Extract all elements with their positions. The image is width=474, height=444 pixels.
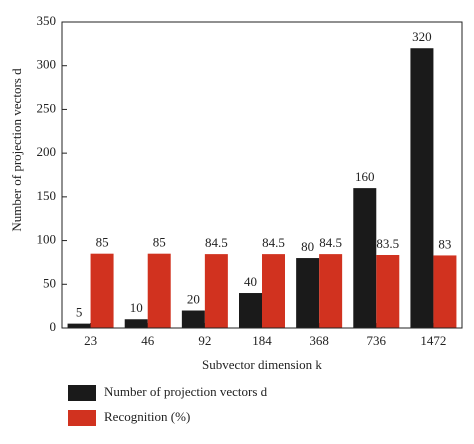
y-tick-label: 250: [37, 100, 57, 115]
x-axis-label: Subvector dimension k: [202, 357, 322, 372]
x-tick-label: 46: [141, 333, 155, 348]
legend-swatch: [68, 410, 96, 426]
y-tick-label: 350: [37, 13, 57, 28]
bar: [239, 293, 262, 328]
x-tick-label: 184: [252, 333, 272, 348]
y-tick-label: 300: [37, 57, 57, 72]
bar: [376, 254, 400, 328]
bar: [296, 258, 320, 328]
bar: [90, 253, 114, 328]
y-tick-label: 0: [50, 319, 57, 334]
data-label: 84.5: [319, 235, 342, 250]
data-label: 160: [355, 169, 375, 184]
legend-label: Recognition (%): [104, 409, 190, 424]
data-label: 84.5: [262, 235, 285, 250]
bar: [124, 319, 148, 328]
data-label: 84.5: [205, 235, 228, 250]
data-label: 10: [130, 300, 143, 315]
data-label: 20: [187, 291, 200, 306]
data-label: 85: [153, 235, 166, 250]
x-tick-label: 1472: [420, 333, 446, 348]
bar: [262, 254, 285, 328]
plot-frame: [61, 21, 463, 329]
data-label: 83: [438, 236, 451, 251]
x-tick-label: 23: [84, 333, 97, 348]
x-tick-label: 736: [367, 333, 387, 348]
y-tick-label: 100: [37, 232, 57, 247]
bar: [181, 310, 205, 328]
bar: [204, 254, 228, 328]
bar: [147, 253, 171, 328]
y-tick-label: 50: [43, 275, 56, 290]
legend-label: Number of projection vectors d: [104, 384, 268, 399]
bar: [67, 323, 91, 328]
data-label: 80: [301, 239, 314, 254]
data-label: 5: [76, 305, 83, 320]
y-axis-label: Number of projection vectors d: [9, 68, 24, 232]
bar: [410, 48, 434, 328]
data-label: 40: [244, 274, 257, 289]
data-label: 320: [412, 29, 432, 44]
data-label: 85: [96, 235, 109, 250]
data-label: 83.5: [376, 236, 399, 251]
bar: [433, 255, 457, 328]
y-tick-label: 150: [37, 188, 57, 203]
bar: [319, 254, 343, 328]
x-tick-label: 92: [198, 333, 211, 348]
legend-swatch: [68, 385, 96, 401]
y-tick-label: 200: [37, 144, 57, 159]
bar: [353, 188, 377, 328]
x-tick-label: 368: [309, 333, 329, 348]
